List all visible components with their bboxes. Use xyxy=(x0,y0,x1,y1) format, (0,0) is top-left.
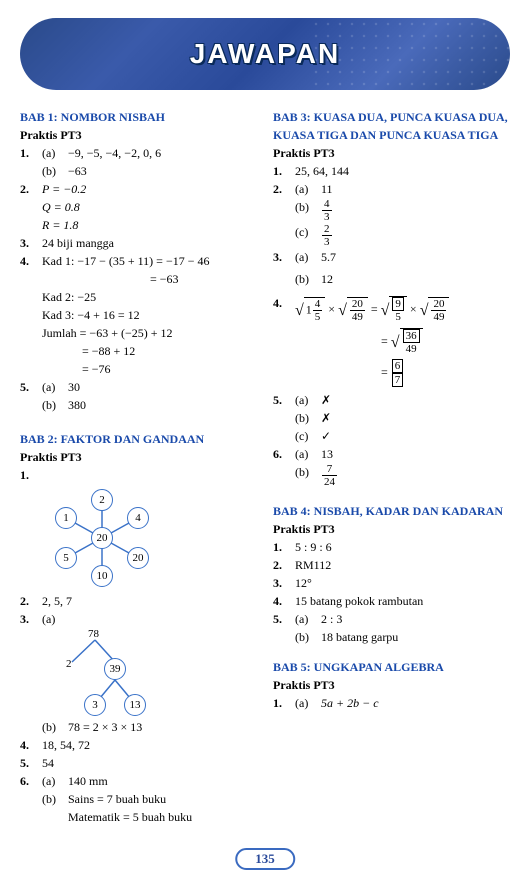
bab4-q1: 1.5 : 9 : 6 xyxy=(273,538,510,556)
factor-tree: 78 2 39 3 13 xyxy=(60,628,160,718)
bab2-q6b2: Matematik = 5 buah buku xyxy=(68,808,257,826)
bab2-q6a: 6.(a)140 mm xyxy=(20,772,257,790)
bab2-q6b1: (b)Sains = 7 buah buku xyxy=(20,790,257,808)
bab5-q1a: 1.(a)5a + 2b − c xyxy=(273,694,510,712)
bab3-q2b: (b)43 xyxy=(273,198,510,223)
bab3-q4-ans: = 67 xyxy=(381,359,510,387)
bab1-title: BAB 1: NOMBOR NISBAH xyxy=(20,108,257,126)
bab1-q5a: 5.(a)30 xyxy=(20,378,257,396)
bab5-praktis: Praktis PT3 xyxy=(273,676,510,694)
bab3-q2a: 2.(a)11 xyxy=(273,180,510,198)
left-column: BAB 1: NOMBOR NISBAH Praktis PT3 1.(a)−9… xyxy=(20,102,257,826)
bab1-q4l6: = −88 + 12 xyxy=(82,342,257,360)
bab4-q3: 3.12° xyxy=(273,574,510,592)
bab1-q4l1: 4.Kad 1: −17 − (35 + 11) = −17 − 46 xyxy=(20,252,257,270)
bab3-q6a: 6.(a)13 xyxy=(273,445,510,463)
bab2-q3b: (b)78 = 2 × 3 × 13 xyxy=(20,718,257,736)
bab1-q2r: R = 1.8 xyxy=(42,216,257,234)
bab2-q4: 4.18, 54, 72 xyxy=(20,736,257,754)
bab4-q2: 2.RM112 xyxy=(273,556,510,574)
page-title: JAWAPAN xyxy=(190,38,340,70)
bab1-q1a: 1.(a)−9, −5, −4, −2, 0, 6 xyxy=(20,144,257,162)
bab1-q2q: Q = 0.8 xyxy=(42,198,257,216)
bab1-q3: 3.24 biji mangga xyxy=(20,234,257,252)
bab3-q2c: (c)23 xyxy=(273,223,510,248)
bab3-praktis: Praktis PT3 xyxy=(273,144,510,162)
bab2-q3a: 3.(a) xyxy=(20,610,257,628)
bab2-q5: 5.54 xyxy=(20,754,257,772)
bab3-title: BAB 3: KUASA DUA, PUNCA KUASA DUA, KUASA… xyxy=(273,108,510,144)
bab3-q4-step2: = √3649 xyxy=(381,328,510,355)
bab1-q4l5: Jumlah = −63 + (−25) + 12 xyxy=(42,324,257,342)
bab1-praktis: Praktis PT3 xyxy=(20,126,257,144)
bab3-q3a: 3.(a)5.7 xyxy=(273,248,510,266)
bab4-q5a: 5.(a)2 : 3 xyxy=(273,610,510,628)
bab2-title: BAB 2: FAKTOR DAN GANDAAN xyxy=(20,430,257,448)
bab3-q5b: (b)✗ xyxy=(273,409,510,427)
bab1-q5b: (b)380 xyxy=(20,396,257,414)
right-column: BAB 3: KUASA DUA, PUNCA KUASA DUA, KUASA… xyxy=(273,102,510,826)
bab4-title: BAB 4: NISBAH, KADAR DAN KADARAN xyxy=(273,502,510,520)
bab3-q1: 1.25, 64, 144 xyxy=(273,162,510,180)
bab2-praktis: Praktis PT3 xyxy=(20,448,257,466)
bab3-q4: 4. √145 × √2049 = √95 × √2049 xyxy=(273,296,510,323)
bab4-q5b: (b)18 batang garpu xyxy=(273,628,510,646)
bab1-q4l7: = −76 xyxy=(82,360,257,378)
bab3-q5a: 5.(a)✗ xyxy=(273,391,510,409)
bab1-q4l3: Kad 2: −25 xyxy=(42,288,257,306)
bab3-q5c: (c)✓ xyxy=(273,427,510,445)
bab2-q1: 1. xyxy=(20,466,257,484)
bab1-q4l2: = −63 xyxy=(150,270,257,288)
page-number: 135 xyxy=(235,848,295,870)
bab1-q2: 2.P = −0.2 xyxy=(20,180,257,198)
bab1-q4l4: Kad 3: −4 + 16 = 12 xyxy=(42,306,257,324)
bab3-q3b: (b)12 xyxy=(273,270,510,288)
content-columns: BAB 1: NOMBOR NISBAH Praktis PT3 1.(a)−9… xyxy=(0,102,530,826)
bab4-q4: 4.15 batang pokok rambutan xyxy=(273,592,510,610)
bab1-q1b: (b)−63 xyxy=(20,162,257,180)
bab4-praktis: Praktis PT3 xyxy=(273,520,510,538)
bab3-q6b: (b)724 xyxy=(273,463,510,488)
header-banner: JAWAPAN xyxy=(20,18,510,90)
factor-diagram: 20 2 1 4 5 20 10 xyxy=(42,488,162,588)
bab2-q2: 2.2, 5, 7 xyxy=(20,592,257,610)
bab5-title: BAB 5: UNGKAPAN ALGEBRA xyxy=(273,658,510,676)
